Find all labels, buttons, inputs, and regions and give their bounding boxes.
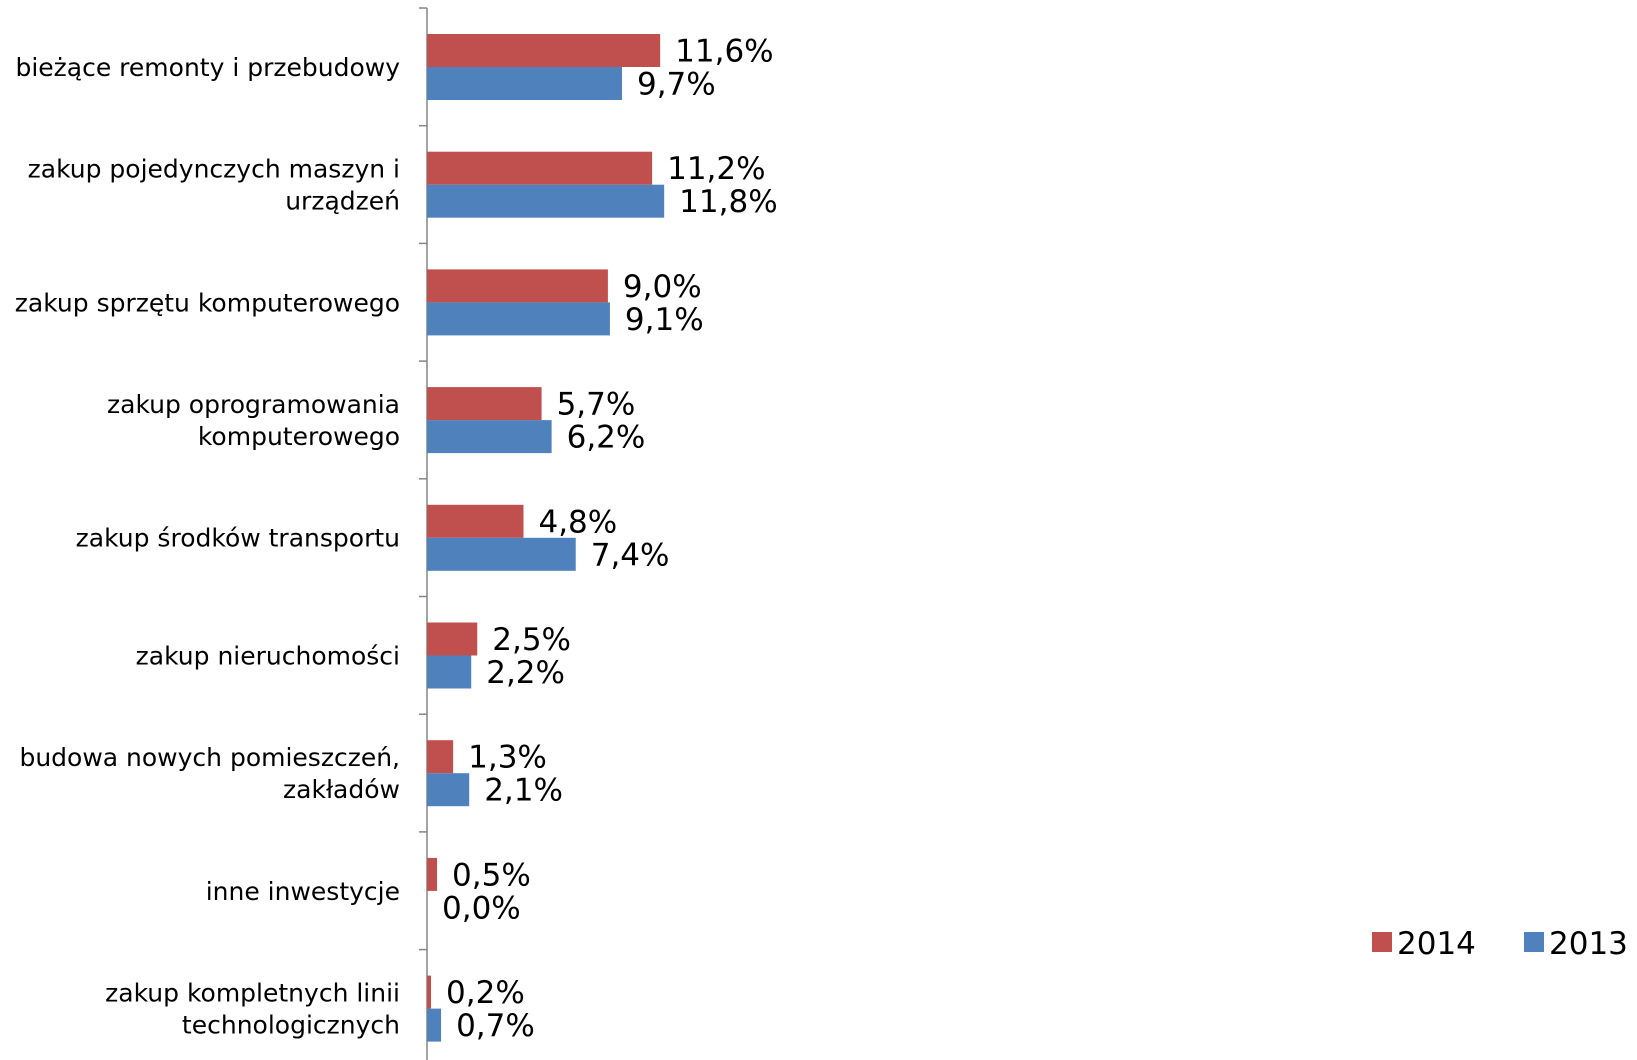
category-label-line: zakup kompletnych linii bbox=[105, 978, 400, 1007]
data-label-2014: 0,5% bbox=[452, 857, 531, 893]
bar-2014 bbox=[427, 504, 524, 538]
data-label-2013: 11,8% bbox=[679, 184, 777, 220]
bar-2014 bbox=[427, 151, 653, 185]
legend-label-2014: 2014 bbox=[1397, 926, 1476, 962]
category-label: zakup oprogramowania komputerowego bbox=[107, 390, 400, 451]
data-label-2014: 9,0% bbox=[623, 269, 702, 305]
category-label-line: urządzeń bbox=[285, 187, 400, 216]
bar-2014 bbox=[427, 740, 454, 774]
category-label-line: komputerowego bbox=[198, 422, 400, 451]
data-label-2014: 1,3% bbox=[468, 740, 547, 776]
category-label: zakup kompletnych linii technologicznych bbox=[105, 978, 400, 1039]
data-label-2013: 6,2% bbox=[567, 420, 646, 456]
bar-2013 bbox=[427, 1008, 442, 1042]
data-label-2014: 4,8% bbox=[538, 504, 617, 540]
data-label-2014: 0,2% bbox=[446, 975, 525, 1011]
category-label-line: zakup oprogramowania bbox=[107, 390, 400, 419]
bar-2014 bbox=[427, 269, 608, 303]
category-label-line: zakup pojedynczych maszyn i bbox=[28, 155, 400, 184]
bar-2014 bbox=[427, 857, 438, 891]
bar-2013 bbox=[427, 67, 622, 100]
legend: 2014 2013 bbox=[1372, 926, 1628, 962]
bar-2013 bbox=[427, 420, 552, 454]
category-label: zakup sprzętu komputerowego bbox=[15, 288, 400, 317]
data-label-2014: 11,2% bbox=[667, 151, 765, 187]
bar-2013 bbox=[427, 773, 470, 807]
bar-2013 bbox=[427, 184, 665, 218]
data-label-2014: 2,5% bbox=[492, 622, 571, 658]
category-label: zakup nieruchomości bbox=[136, 641, 400, 670]
category-label: zakup środków transportu bbox=[76, 524, 400, 553]
category-label-line: technologicznych bbox=[182, 1010, 400, 1039]
category-label-line: bieżące remonty i przebudowy bbox=[15, 53, 400, 82]
legend-swatch-2014 bbox=[1372, 932, 1392, 952]
axis-layer bbox=[419, 7, 428, 1060]
labels-layer: bieżące remonty i przebudowy 11,6%9,7% zak… bbox=[15, 34, 778, 1045]
data-label-2013: 7,4% bbox=[591, 537, 670, 573]
bar-2014 bbox=[427, 622, 478, 656]
data-label-2013: 2,2% bbox=[486, 655, 565, 691]
category-label-line: zakładów bbox=[283, 775, 400, 804]
category-label-line: inne inwestycje bbox=[206, 877, 400, 906]
bar-2014 bbox=[427, 975, 432, 1009]
data-label-2013: 9,1% bbox=[625, 302, 704, 338]
data-label-2013: 0,0% bbox=[442, 890, 521, 926]
bar-2014 bbox=[427, 34, 661, 67]
category-label: budowa nowych pomieszczeń, zakładów bbox=[19, 743, 400, 804]
bar-2013 bbox=[427, 655, 472, 689]
data-label-2013: 0,7% bbox=[456, 1008, 535, 1044]
bars-layer bbox=[427, 34, 665, 1042]
legend-swatch-2013 bbox=[1524, 932, 1544, 952]
category-label-line: zakup środków transportu bbox=[76, 524, 400, 553]
category-label: zakup pojedynczych maszyn i urządzeń bbox=[28, 155, 400, 216]
data-label-2014: 11,6% bbox=[675, 34, 773, 70]
legend-label-2013: 2013 bbox=[1549, 926, 1628, 962]
bar-2014 bbox=[427, 387, 542, 421]
category-label-line: zakup nieruchomości bbox=[136, 641, 400, 670]
category-label: inne inwestycje bbox=[206, 877, 400, 906]
category-label: bieżące remonty i przebudowy bbox=[15, 53, 400, 82]
data-label-2013: 9,7% bbox=[637, 67, 716, 103]
category-label-line: budowa nowych pomieszczeń, bbox=[19, 743, 400, 772]
category-label-line: zakup sprzętu komputerowego bbox=[15, 288, 400, 317]
bar-2013 bbox=[427, 302, 610, 336]
bar-2013 bbox=[427, 537, 576, 571]
data-label-2014: 5,7% bbox=[557, 387, 636, 423]
data-label-2013: 2,1% bbox=[484, 773, 563, 809]
